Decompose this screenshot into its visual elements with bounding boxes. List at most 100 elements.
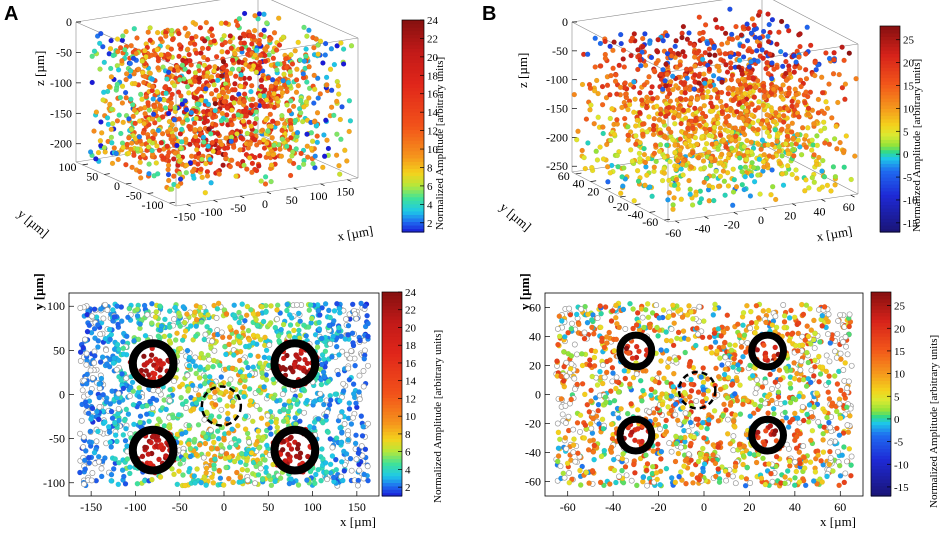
- scatter-point: [141, 302, 148, 309]
- scatter-point: [155, 65, 161, 71]
- scatter-point: [343, 316, 349, 323]
- scatter-point: [639, 97, 645, 103]
- scatter-point: [108, 74, 115, 80]
- scatter-point: [91, 359, 98, 366]
- scatter-point: [224, 49, 231, 55]
- scatter-point: [201, 119, 207, 126]
- scatter-point: [220, 90, 227, 96]
- scatter-point: [629, 158, 636, 164]
- scatter-point: [202, 190, 208, 196]
- scatter-point: [204, 173, 211, 179]
- scatter-point: [686, 177, 692, 184]
- scatter-point: [205, 143, 211, 149]
- x-tick-label: -50: [172, 500, 188, 514]
- scatter-point: [785, 123, 791, 129]
- scatter-point: [231, 312, 238, 319]
- scatter-point: [185, 386, 192, 392]
- scatter-point: [131, 338, 137, 344]
- scatter-point: [196, 375, 203, 381]
- scatter-point: [117, 45, 124, 51]
- scatter-point: [100, 44, 106, 50]
- scatter-point: [357, 337, 363, 344]
- scatter-point: [649, 84, 655, 90]
- scatter-point: [337, 171, 343, 177]
- scatter-point: [306, 307, 313, 313]
- scatter-point: [206, 373, 213, 380]
- scatter-point: [611, 39, 617, 45]
- scatter-point: [680, 107, 687, 114]
- scatter-point: [815, 110, 822, 116]
- scatter-point: [230, 339, 237, 345]
- scatter-point: [761, 88, 767, 94]
- scatter-point: [270, 152, 276, 158]
- scatter-point: [305, 324, 312, 330]
- scatter-point: [230, 399, 236, 405]
- scatter-point: [300, 161, 307, 167]
- scatter-point: [747, 84, 753, 90]
- scatter-point: [333, 466, 340, 473]
- scatter-point: [703, 122, 709, 128]
- scatter-point: [163, 90, 169, 96]
- scatter-point: [699, 398, 706, 405]
- scatter-point: [191, 473, 198, 479]
- scatter-point: [268, 431, 274, 437]
- scatter-point: [268, 35, 274, 42]
- scatter-point: [231, 100, 237, 106]
- scatter-point: [179, 401, 186, 407]
- scatter-point: [297, 392, 303, 399]
- scatter-point: [288, 315, 295, 321]
- scatter-point: [711, 124, 718, 130]
- scatter-point: [186, 90, 192, 96]
- scatter-point: [235, 422, 241, 429]
- scatter-point: [304, 477, 310, 483]
- scatter-point: [300, 118, 306, 125]
- scatter-point: [126, 393, 133, 400]
- scatter-point: [129, 379, 136, 386]
- scatter-point: [186, 441, 192, 447]
- scatter-point: [748, 59, 754, 65]
- scatter-point: [719, 104, 725, 110]
- scatter-point: [166, 177, 172, 184]
- scatter-point: [611, 131, 618, 138]
- scatter-point: [640, 131, 646, 137]
- scatter-point: [272, 324, 279, 331]
- scatter-point: [638, 63, 644, 69]
- scatter-point: [193, 323, 199, 329]
- scatter-point: [213, 315, 220, 321]
- scatter-point: [274, 67, 280, 73]
- scatter-point: [197, 25, 204, 31]
- scatter-point: [301, 104, 307, 110]
- scatter-point: [692, 135, 698, 141]
- scatter-point: [746, 64, 753, 70]
- scatter-point: [706, 132, 712, 139]
- scatter-point: [278, 153, 285, 159]
- scatter-point: [227, 324, 233, 330]
- scatter-point: [110, 360, 117, 366]
- scatter-point: [295, 482, 302, 488]
- scatter-point: [203, 19, 209, 26]
- x-tick-label: -60: [665, 226, 681, 240]
- scatter-point: [687, 186, 693, 192]
- scatter-point: [837, 139, 843, 146]
- scatter-point: [109, 415, 116, 421]
- scatter-point: [706, 46, 713, 52]
- scatter-point: [120, 351, 127, 357]
- scatter-point: [221, 33, 227, 39]
- scatter-point: [339, 104, 345, 110]
- scatter-point: [236, 357, 243, 364]
- scatter-point: [143, 93, 149, 100]
- frame-edge: [75, 0, 221, 23]
- scatter-point: [770, 86, 777, 92]
- scatter-point: [346, 406, 353, 412]
- scatter-point: [334, 131, 340, 137]
- scatter-point: [209, 32, 215, 39]
- scatter-point: [324, 476, 331, 483]
- scatter-point: [323, 117, 329, 123]
- scatter-point: [729, 129, 735, 135]
- a2d-xlabel: x [µm]: [340, 514, 376, 529]
- scatter-point: [816, 154, 822, 161]
- scatter-point: [821, 119, 827, 125]
- frame-edge: [270, 0, 359, 39]
- scatter-point: [252, 27, 258, 34]
- scatter-point: [338, 136, 344, 142]
